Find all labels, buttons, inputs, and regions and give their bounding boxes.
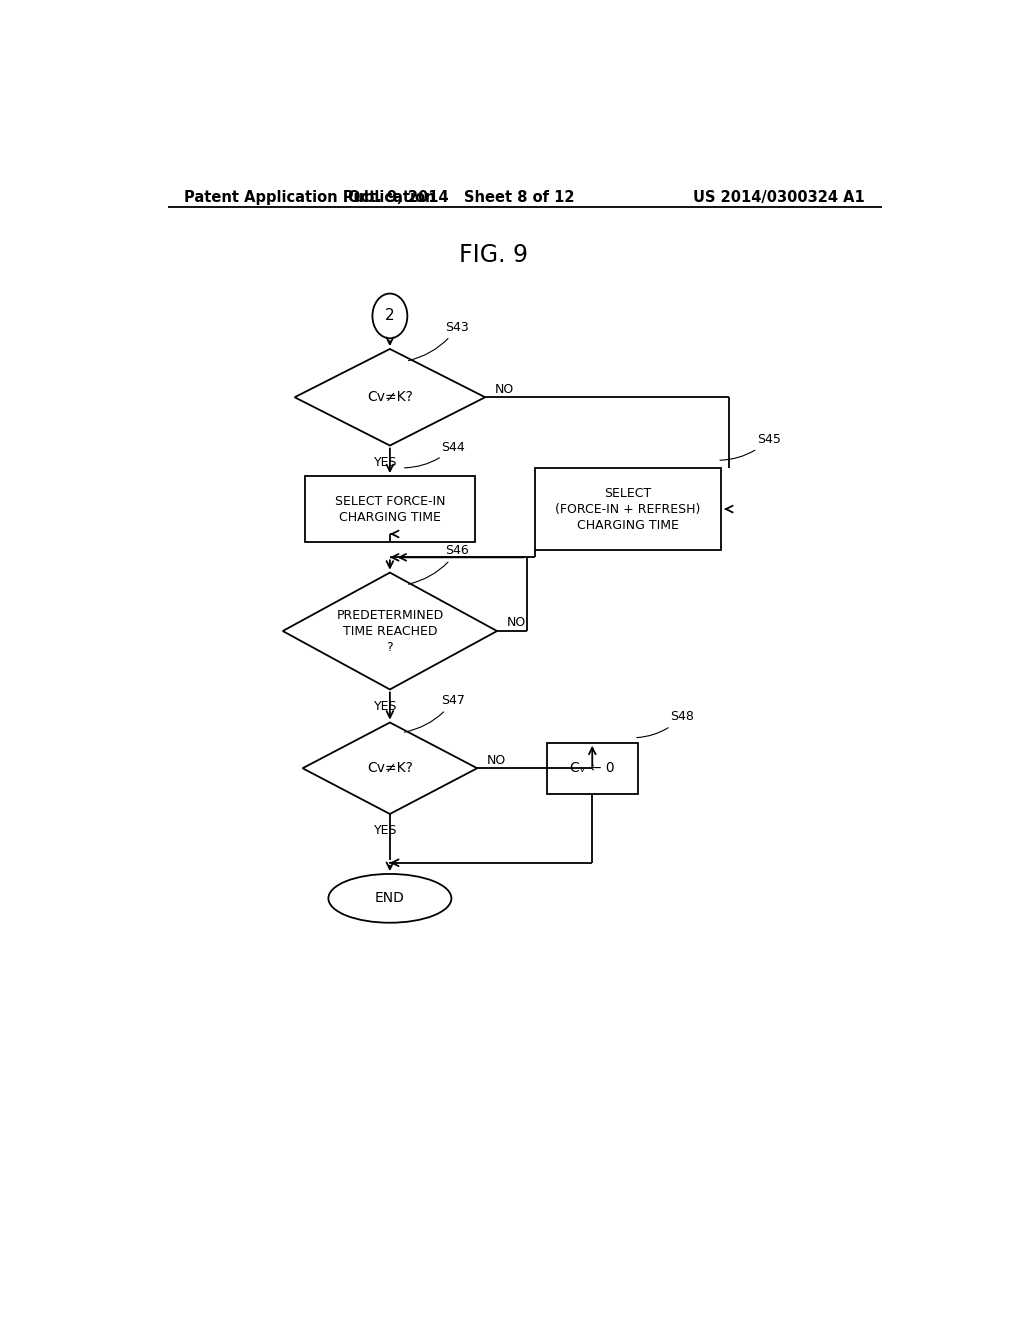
Text: YES: YES: [374, 700, 397, 713]
Text: SELECT FORCE-IN
CHARGING TIME: SELECT FORCE-IN CHARGING TIME: [335, 495, 445, 524]
Text: Cv≠K?: Cv≠K?: [367, 762, 413, 775]
Text: NO: NO: [507, 616, 525, 630]
Bar: [547, 743, 638, 793]
Text: Oct. 9, 2014   Sheet 8 of 12: Oct. 9, 2014 Sheet 8 of 12: [348, 190, 574, 205]
Text: YES: YES: [374, 824, 397, 837]
Text: NO: NO: [486, 754, 506, 767]
Text: Patent Application Publication: Patent Application Publication: [183, 190, 435, 205]
Text: PREDETERMINED
TIME REACHED
?: PREDETERMINED TIME REACHED ?: [336, 609, 443, 653]
Text: S48: S48: [637, 710, 693, 738]
Text: US 2014/0300324 A1: US 2014/0300324 A1: [693, 190, 864, 205]
Text: S43: S43: [409, 321, 469, 360]
Text: S47: S47: [404, 694, 465, 733]
Text: Cv≠K?: Cv≠K?: [367, 391, 413, 404]
Bar: [535, 469, 721, 549]
Text: SELECT
(FORCE-IN + REFRESH)
CHARGING TIME: SELECT (FORCE-IN + REFRESH) CHARGING TIM…: [555, 487, 700, 532]
Text: S44: S44: [404, 441, 465, 467]
Text: S46: S46: [409, 544, 469, 585]
Text: END: END: [375, 891, 404, 906]
Bar: [304, 477, 475, 543]
Text: FIG. 9: FIG. 9: [459, 243, 527, 267]
Text: Cᵥ ← 0: Cᵥ ← 0: [570, 762, 614, 775]
Text: NO: NO: [495, 383, 514, 396]
Text: S45: S45: [720, 433, 781, 461]
Text: YES: YES: [374, 455, 397, 469]
Text: 2: 2: [385, 309, 394, 323]
